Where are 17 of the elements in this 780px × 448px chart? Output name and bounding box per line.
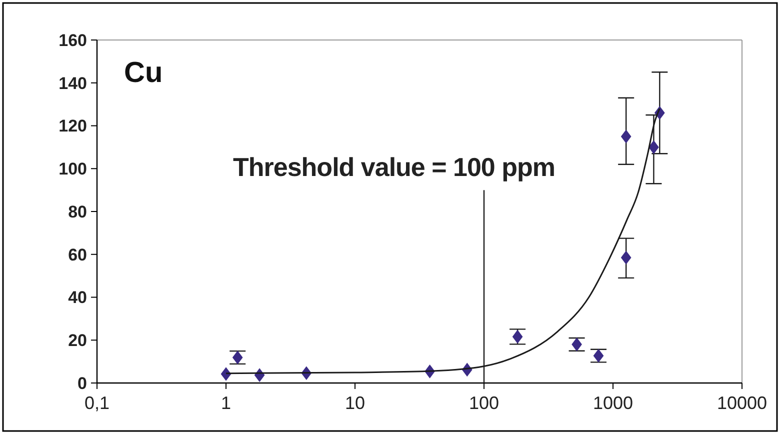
x-tick-label: 1 [220,393,232,413]
x-tick-label: 0,1 [84,393,110,413]
y-tick-label: 40 [68,288,87,308]
y-tick-label: 60 [68,245,87,264]
y-tick-label: 20 [68,331,87,350]
y-tick-label: 80 [68,202,87,222]
y-tick-label: 160 [58,30,87,50]
x-tick-label: 10 [344,393,366,413]
x-tick-label: 100 [468,393,500,413]
y-tick-label: 140 [58,74,87,93]
x-tick-label: 10000 [716,393,768,413]
x-tick-label: 1000 [592,393,634,413]
y-tick-label: 120 [58,116,87,136]
annotation: Cu [124,57,163,89]
y-tick-label: 0 [78,374,87,393]
ref-line-label: Threshold value = 100 ppm [233,152,555,182]
y-tick-label: 100 [58,160,87,179]
